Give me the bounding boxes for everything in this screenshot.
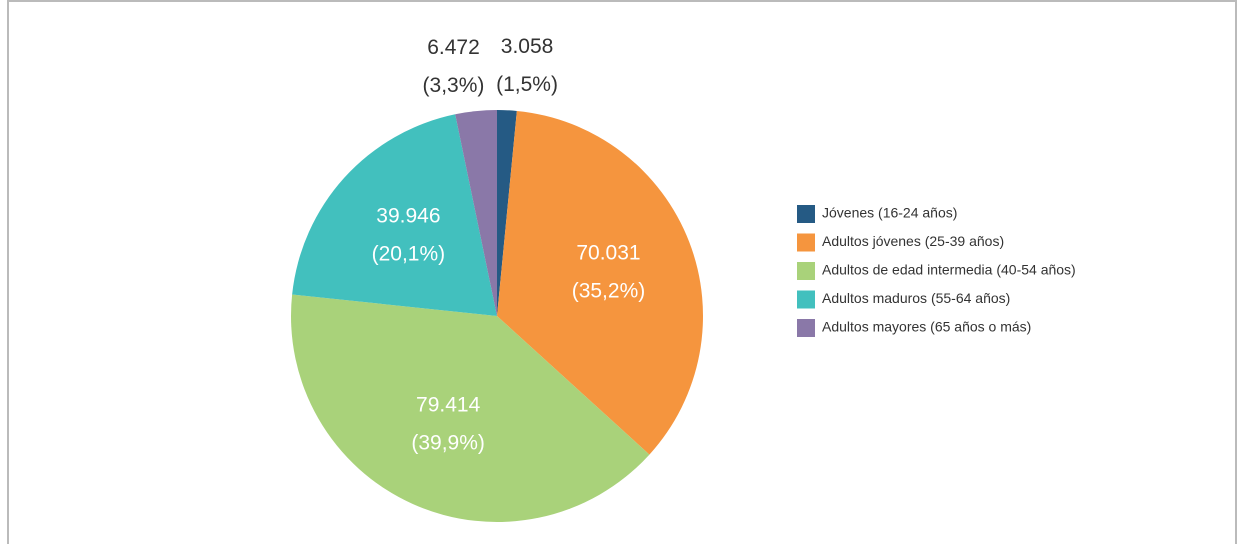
frame [7, 0, 1237, 544]
percent-label: (3,3%) [423, 74, 485, 97]
legend-swatch [797, 233, 815, 252]
data-label: 79.414 [416, 394, 481, 417]
pie-slice [290, 294, 650, 523]
legend-label: Adultos maduros (55-64 años) [822, 290, 1010, 306]
pie-slice [497, 110, 703, 455]
legend-label: Adultos jóvenes (25-39 años) [822, 233, 1004, 249]
legend-label: Adultos de edad intermedia (40-54 años) [822, 262, 1076, 278]
data-label: 6.472 [427, 36, 480, 59]
percent-label: (35,2%) [572, 280, 646, 303]
pie-slice [497, 110, 517, 316]
pie-slice [455, 110, 497, 316]
pie-slice [292, 114, 497, 316]
legend-swatch [797, 262, 815, 280]
legend-swatch [797, 290, 815, 309]
data-label: 70.031 [576, 242, 640, 265]
legend-swatch [797, 205, 815, 223]
data-label: 39.946 [376, 204, 440, 227]
percent-label: (20,1%) [372, 242, 446, 265]
legend-swatch [797, 319, 815, 337]
legend-label: Adultos mayores (65 años o más) [822, 319, 1031, 335]
percent-label: (39,9%) [411, 432, 485, 455]
percent-label: (1,5%) [496, 73, 558, 96]
data-label: 3.058 [501, 35, 554, 58]
legend-label: Jóvenes (16-24 años) [822, 205, 957, 221]
